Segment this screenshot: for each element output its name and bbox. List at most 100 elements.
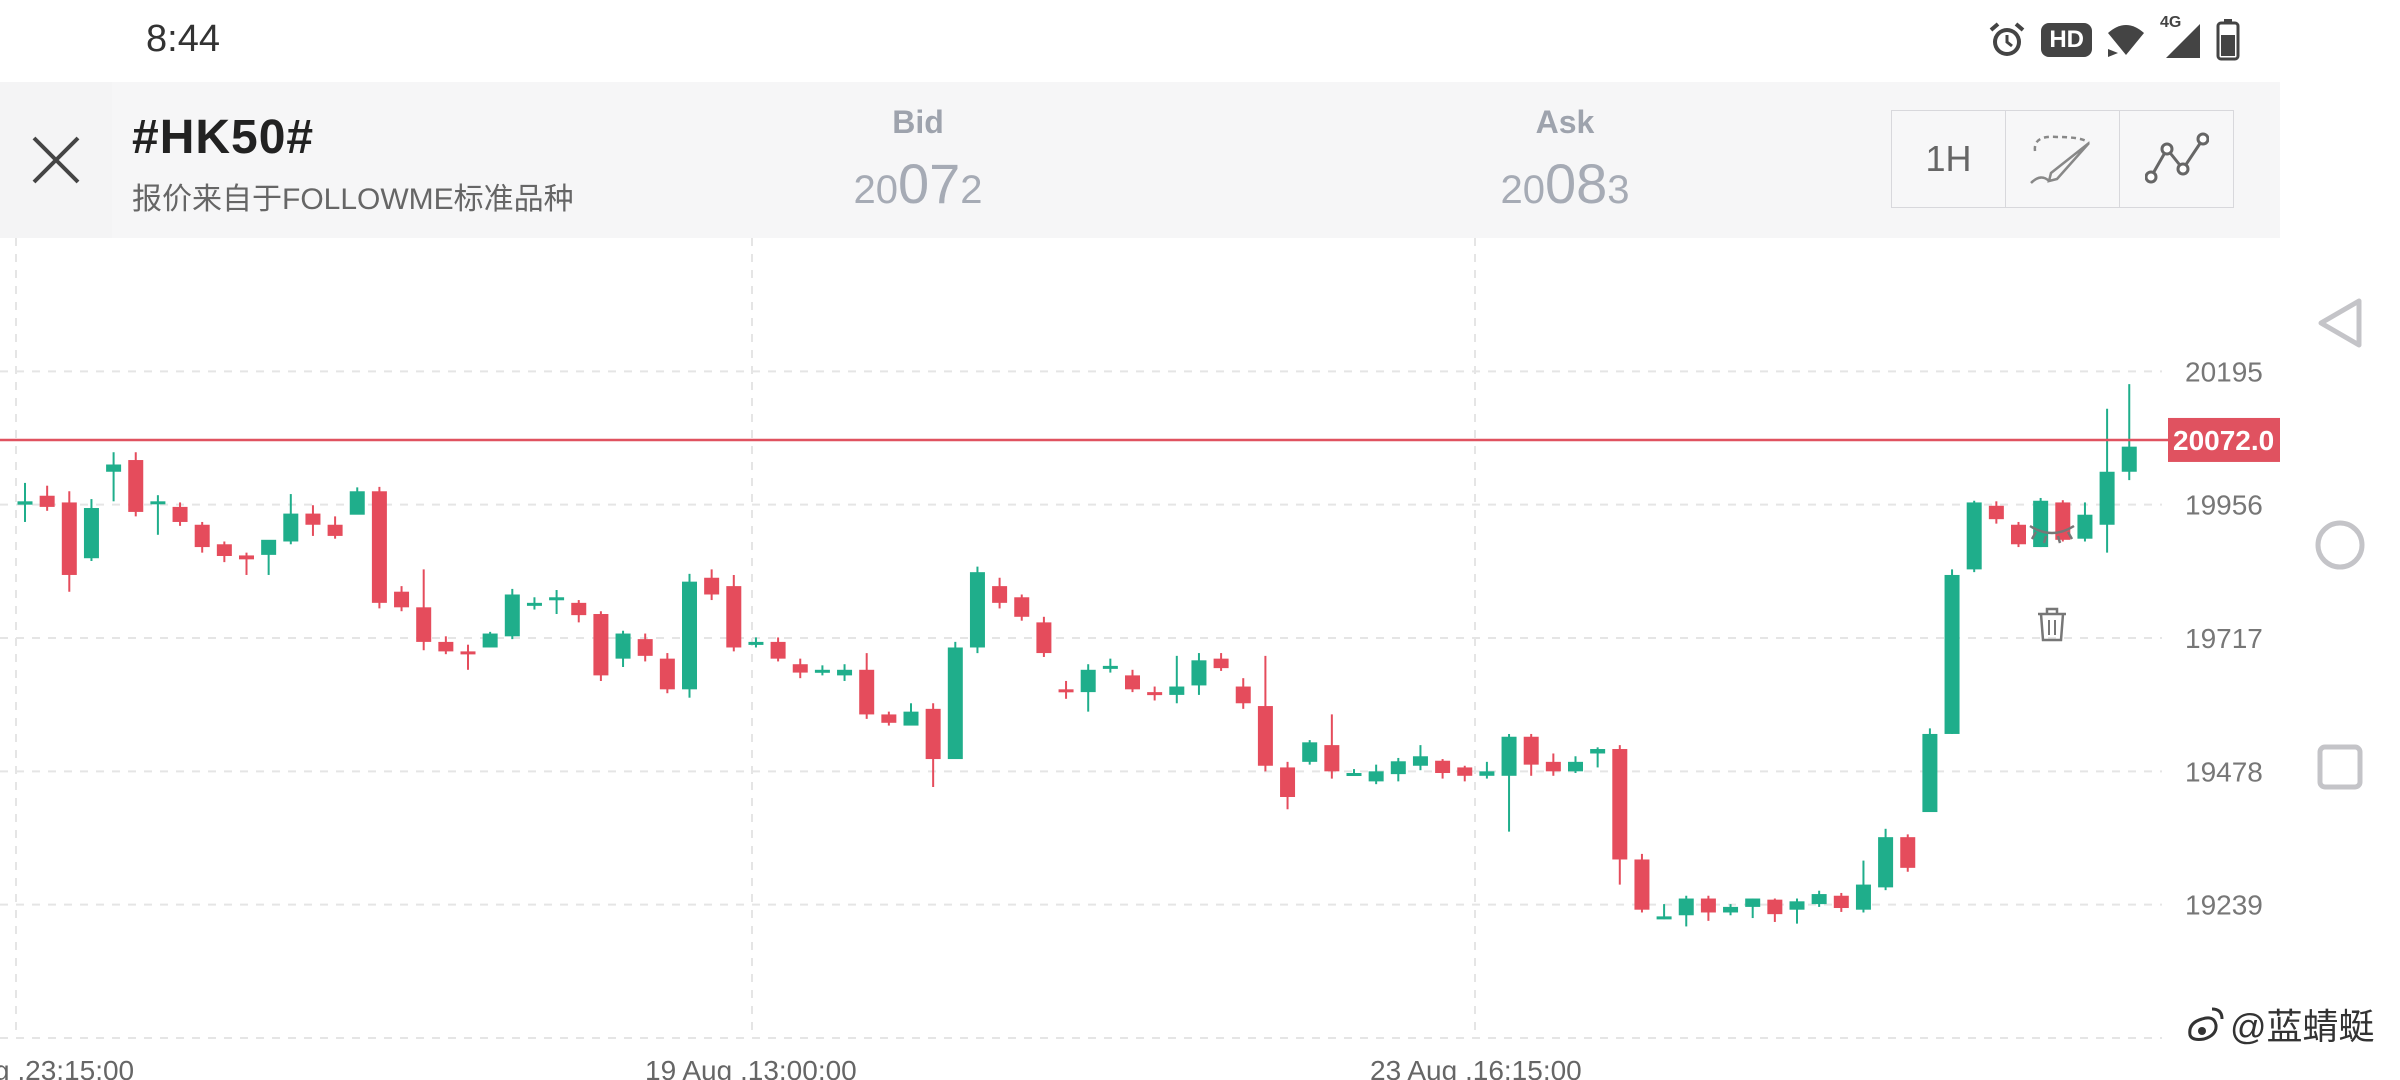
candle	[460, 644, 476, 670]
candle	[1435, 759, 1451, 779]
candle-body	[969, 572, 985, 648]
candle	[1944, 569, 1960, 734]
candle-body	[837, 669, 853, 676]
candle	[1036, 616, 1052, 657]
candle-body	[2077, 514, 2093, 539]
status-icons: HD 4G	[1987, 14, 2240, 62]
candle	[2099, 408, 2115, 553]
status-bar: 8:44 HD 4G	[0, 0, 2400, 80]
candle-body	[1457, 767, 1473, 776]
watermark-text: @蓝蜻蜓	[2230, 1006, 2375, 1047]
x-tick-label: g ,23:15:00	[0, 1055, 134, 1080]
candle	[1412, 745, 1428, 771]
candle	[1213, 653, 1229, 671]
y-tick-label: 19717	[2185, 623, 2263, 654]
candle	[39, 485, 55, 511]
ask-price: 20083	[1415, 151, 1715, 216]
candle	[1745, 898, 1761, 919]
candle-body	[1833, 895, 1849, 909]
candle	[571, 600, 587, 623]
candle	[1966, 500, 1982, 573]
candle-body	[1678, 898, 1694, 916]
candle-body	[1656, 916, 1672, 920]
candle	[1988, 501, 2004, 524]
candle-body	[416, 607, 432, 642]
bid-price: 20072	[768, 151, 1068, 216]
timeframe-button[interactable]: 1H	[1892, 111, 2006, 207]
candle	[1833, 892, 1849, 912]
candle	[947, 641, 963, 760]
candle	[1523, 733, 1539, 776]
candle-body	[925, 708, 941, 760]
bid-quote[interactable]: Bid 20072	[768, 104, 1068, 216]
candle-body	[704, 577, 720, 595]
system-nav-bar	[2280, 0, 2400, 1080]
candle-body	[1213, 658, 1229, 669]
candle-body	[239, 555, 254, 560]
candle-body	[571, 602, 587, 616]
nav-home-button[interactable]	[2280, 500, 2400, 590]
hd-badge: HD	[2041, 23, 2092, 57]
x-tick-label: 19 Aug ,13:00:00	[645, 1055, 857, 1080]
hide-drawings-button[interactable]	[2029, 524, 2075, 544]
candle-body	[371, 491, 387, 603]
candle-body	[61, 502, 77, 575]
bid-price-big: 07	[897, 152, 961, 215]
candle	[2077, 502, 2093, 542]
candle-body	[1058, 689, 1074, 693]
candle	[1235, 678, 1251, 709]
candle	[1346, 769, 1362, 777]
candle	[1191, 653, 1207, 695]
candle-body	[792, 664, 808, 673]
candle-body	[526, 602, 542, 606]
indicator-button[interactable]	[2120, 111, 2233, 207]
candle	[1324, 714, 1340, 779]
candle-body	[1523, 736, 1539, 765]
x-tick-label: 23 Aug ,16:15:00	[1370, 1055, 1582, 1080]
candle-body	[1435, 760, 1451, 774]
candle	[1723, 904, 1739, 916]
candle-body	[172, 506, 188, 522]
candle	[194, 521, 210, 553]
bid-label: Bid	[892, 104, 944, 140]
candle-body	[1789, 901, 1805, 910]
candle-body	[1900, 837, 1916, 868]
candlestick-chart[interactable]: 20195 19956 19717 19478 19239 g ,23:15:00 19 …	[0, 238, 2280, 1080]
candle-body	[106, 464, 122, 472]
candle	[1767, 898, 1783, 922]
draw-tool-button[interactable]	[2006, 111, 2120, 207]
bid-price-lead: 20	[853, 168, 898, 212]
candle-body	[1125, 675, 1140, 690]
ask-price-tail: 3	[1607, 168, 1630, 212]
y-tick-label: 19239	[2185, 890, 2263, 921]
candle	[969, 566, 985, 654]
candle	[371, 486, 387, 609]
ask-quote[interactable]: Ask 20083	[1415, 104, 1715, 216]
brush-icon	[2029, 135, 2090, 184]
wifi-icon	[2108, 25, 2144, 57]
candle	[1789, 898, 1805, 924]
candle-body	[859, 669, 875, 715]
nav-back-button[interactable]	[2280, 278, 2400, 368]
candle-body	[992, 586, 1008, 603]
candle-body	[1346, 773, 1362, 777]
candle-body	[1700, 898, 1716, 913]
candle	[239, 552, 254, 575]
candle	[17, 482, 33, 522]
trash-icon	[2038, 607, 2066, 642]
candle-body	[2099, 471, 2115, 525]
candle-body	[1878, 837, 1894, 888]
candle-body	[394, 591, 410, 608]
candle	[992, 577, 1008, 609]
current-price-label: 20072.0	[2173, 425, 2274, 456]
candle	[283, 494, 299, 545]
candle-body	[1257, 706, 1273, 766]
close-button[interactable]	[0, 82, 112, 238]
candle	[150, 495, 166, 535]
delete-drawings-button[interactable]	[2038, 607, 2066, 642]
nav-recents-button[interactable]	[2280, 722, 2400, 812]
candle	[83, 499, 99, 562]
y-tick-label: 20195	[2185, 356, 2263, 387]
candle-body	[17, 501, 33, 505]
candle	[1568, 756, 1583, 774]
